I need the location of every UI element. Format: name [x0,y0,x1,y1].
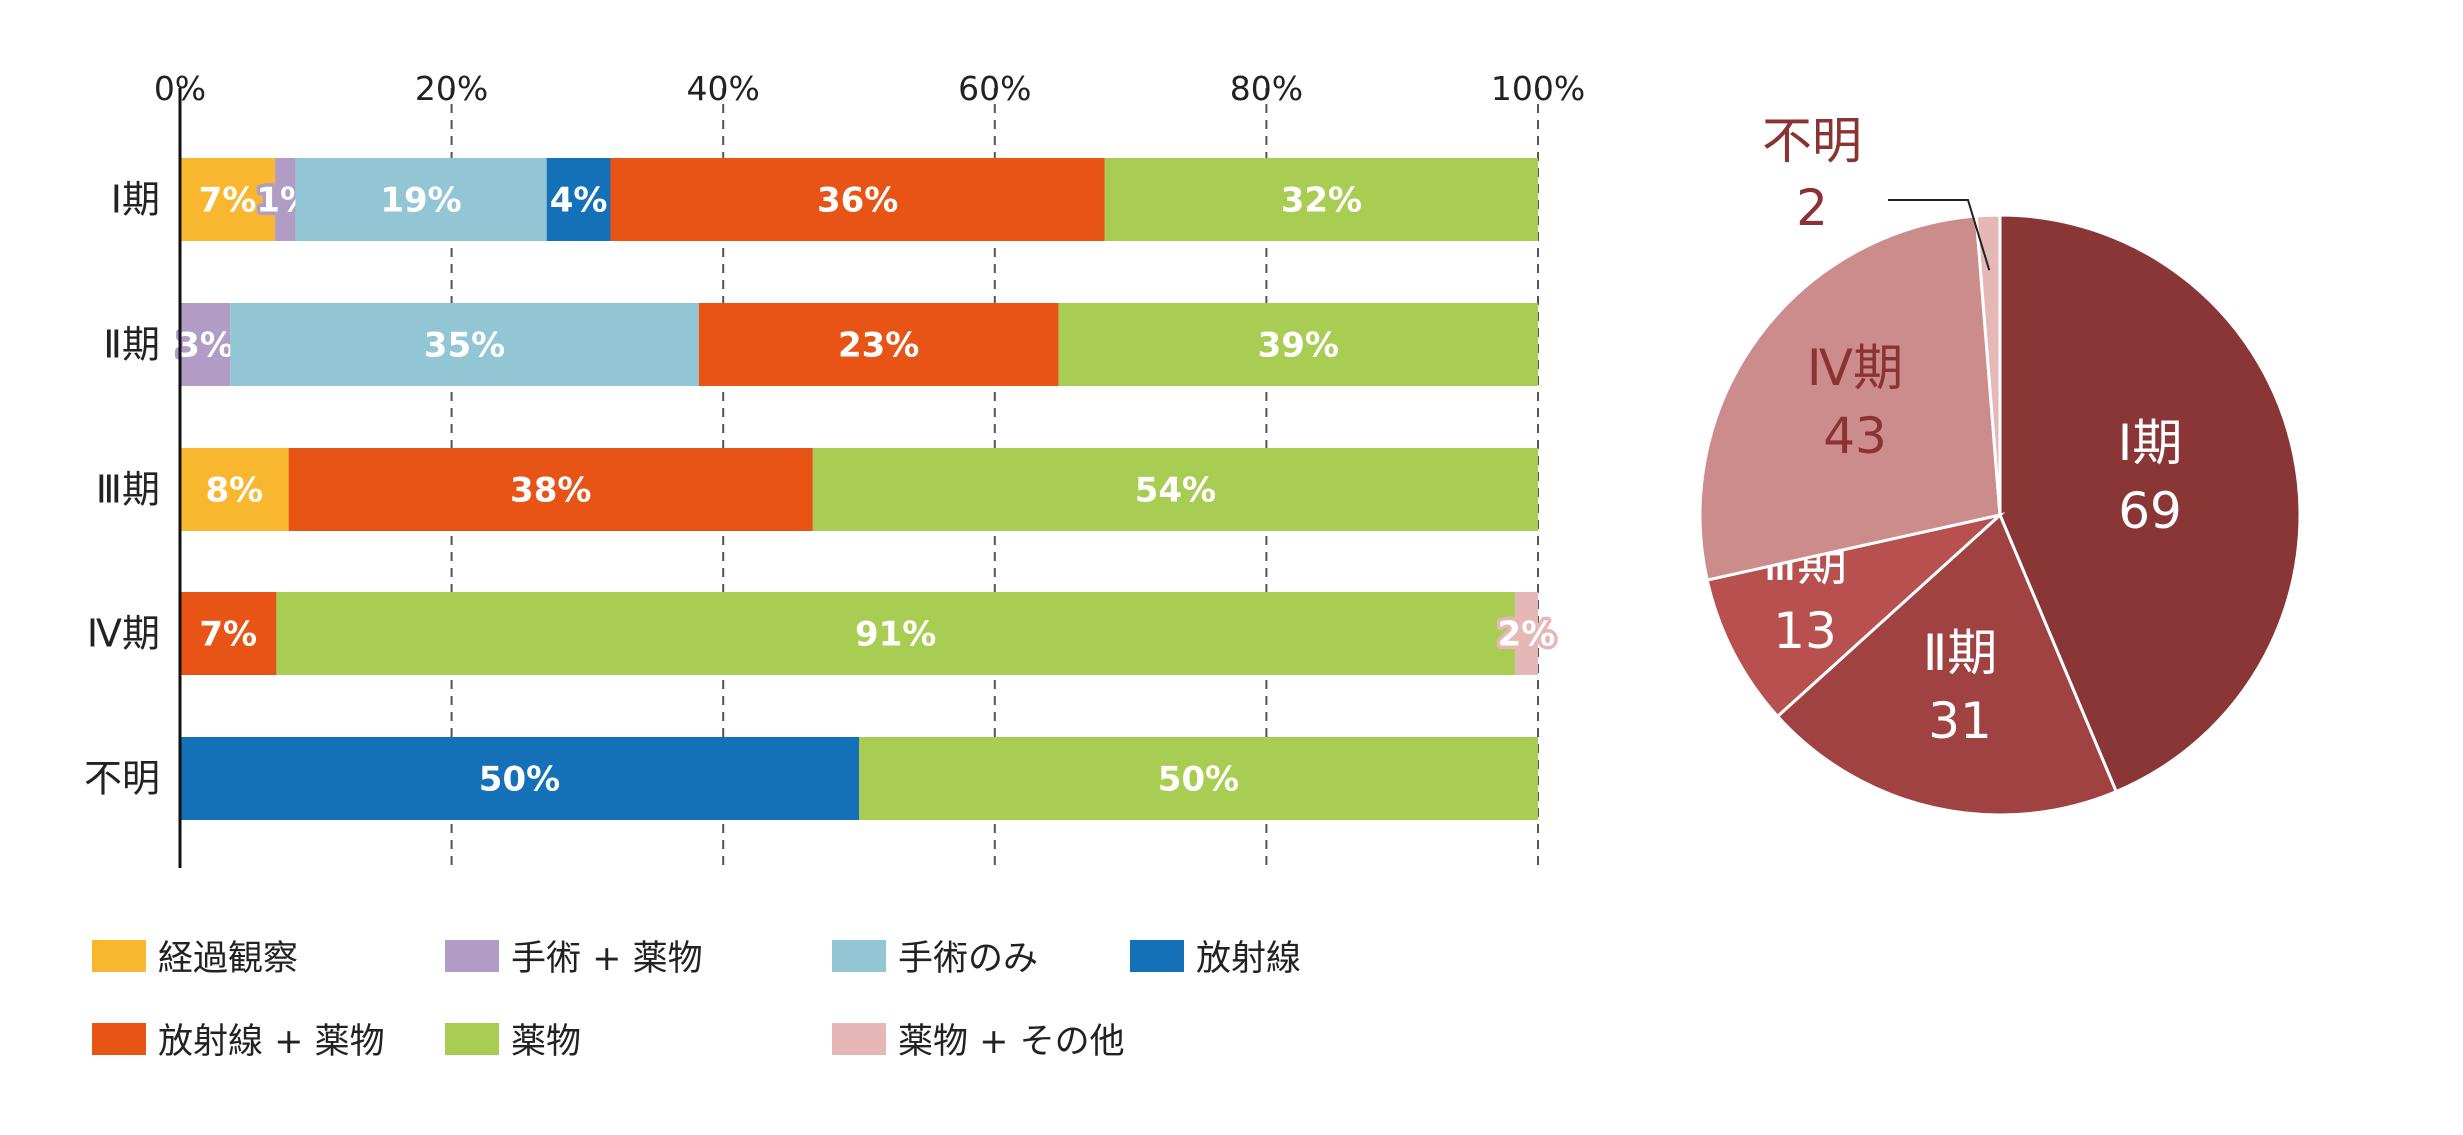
legend-label: 放射線 + 薬物 [158,1022,385,1062]
x-tick-label: 40% [687,69,760,108]
legend-swatch [832,940,886,972]
bar-segment [546,158,611,241]
category-label: Ⅱ期 [103,323,160,367]
data-label: 54% [1135,471,1216,511]
bar-segment [230,303,699,386]
data-label: 7% [199,615,257,655]
bar-segment [180,737,859,820]
pie-slice-value: 13 [1773,602,1837,660]
bar-segment [1058,303,1538,386]
legend-label: 経過観察 [158,939,298,979]
data-label: 8% [205,471,263,511]
bar-segment [1104,158,1538,241]
bar-segment [180,158,276,241]
category-label: Ⅰ期 [111,178,160,222]
bar-segment [288,448,813,531]
legend-swatch [832,1023,886,1055]
data-label: 35% [424,326,505,366]
pie-slice-label: Ⅰ期 [2118,414,2183,472]
data-label: 2% [1498,615,1556,655]
pie-slice-label: Ⅳ期 [1807,339,1903,397]
leader-line [1888,199,1991,271]
legend-label: 手術 + 薬物 [511,939,703,979]
bar-segment [812,448,1538,531]
data-label: 50% [479,760,560,800]
legend-swatch [445,940,499,972]
data-label: 36% [817,181,898,221]
data-label: 7% [199,181,257,221]
legend-label: 手術のみ [898,939,1038,979]
data-label: 19% [380,181,461,221]
data-label: 50% [1158,760,1239,800]
pie-slice [1698,214,2002,582]
bar-segment [859,737,1538,820]
data-label: 32% [1281,181,1362,221]
category-label: Ⅳ期 [87,612,160,656]
data-label: 91% [855,615,936,655]
bar-segment [276,592,1515,675]
pie-slice-value: 2 [1796,179,1828,237]
data-label: 38% [510,471,591,511]
legend-swatch [1130,940,1184,972]
bar-segment [180,448,289,531]
bar-segment [275,158,296,241]
legend-label: 薬物 [511,1022,581,1062]
pie-slice-value: 31 [1928,692,1992,750]
x-tick-label: 100% [1491,69,1585,108]
legend-swatch [445,1023,499,1055]
pie-slice-value: 43 [1823,407,1887,465]
pie-slice-value: 69 [2118,482,2182,540]
legend-label: 放射線 [1196,939,1301,979]
category-label: Ⅲ期 [96,468,160,512]
legend-swatch [92,940,146,972]
data-label: 3% [176,326,234,366]
bar-segment [698,303,1059,386]
x-tick-label: 60% [958,69,1031,108]
x-tick-label: 80% [1230,69,1303,108]
bar-segment [180,303,231,386]
bar-segment [610,158,1105,241]
stacked-bar-chart: 0% 20% 40% 60% 80% 100%Ⅰ期 7% 1% 19% 4% 36% 32%Ⅱ期 3% 3… [84,69,1585,868]
bar-segment [180,592,277,675]
pie-slice-label: 不明 [1762,112,1862,170]
pie-slice-label: Ⅱ期 [1923,624,1998,682]
legend-swatch [92,1023,146,1055]
bar-segment [295,158,547,241]
pie-slice [1974,213,2002,516]
bar-segment [1514,592,1538,675]
legend-label: 薬物 + その他 [898,1022,1125,1062]
pie-slice [1998,213,2302,794]
x-tick-label: 20% [415,69,488,108]
data-label: 4% [550,181,608,221]
data-label: 39% [1258,326,1339,366]
pie-slice [1775,512,2119,817]
category-label: 不明 [84,757,160,801]
data-label: 23% [838,326,919,366]
